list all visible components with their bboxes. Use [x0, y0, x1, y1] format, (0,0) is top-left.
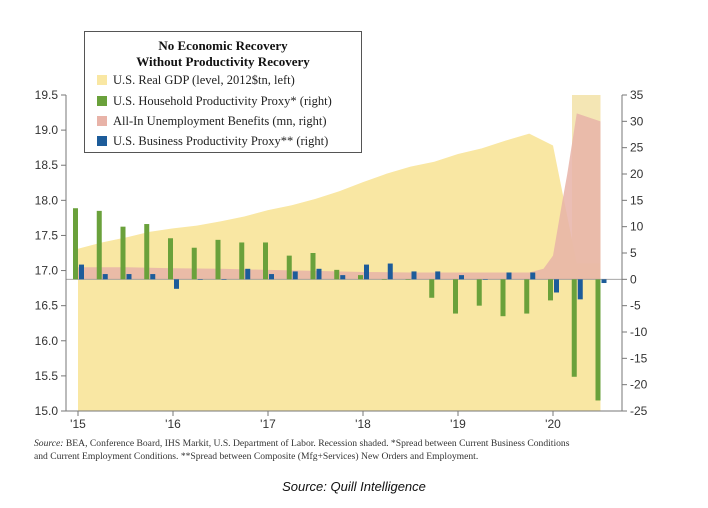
household-bar: [168, 238, 173, 280]
business-bar: [221, 279, 227, 280]
legend-swatch-household: [97, 96, 107, 106]
legend: No Economic Recovery Without Productivit…: [84, 31, 362, 153]
household-bar: [96, 210, 102, 280]
household-bar: [191, 247, 197, 280]
household-bar: [358, 275, 363, 280]
x-tick-label: '20: [545, 417, 561, 431]
x-tick-label: '16: [165, 417, 181, 431]
right-tick-label: 20: [630, 167, 644, 181]
household-bar: [548, 279, 553, 301]
left-tick-label: 18.0: [35, 193, 59, 207]
right-tick-label: 0: [630, 272, 637, 286]
right-tick-label: 15: [630, 193, 644, 207]
x-tick-label: '18: [355, 417, 371, 431]
left-tick-label: 17.0: [35, 264, 59, 278]
right-tick-label: -10: [630, 325, 648, 339]
right-tick-label: 5: [630, 246, 637, 260]
chart-title-line-1: No Economic Recovery: [158, 38, 288, 53]
business-bar: [197, 279, 203, 280]
unemployment-area: [78, 113, 601, 280]
business-bar: [174, 279, 179, 289]
household-bar: [381, 279, 387, 280]
household-bar: [215, 239, 221, 280]
legend-item-unemployment: All-In Unemployment Benefits (mn, right): [97, 112, 327, 130]
legend-swatch-unemployment: [97, 116, 107, 126]
right-tick-label: -5: [630, 299, 641, 313]
household-bar: [73, 208, 78, 280]
household-bar: [453, 279, 458, 314]
right-tick-label: 35: [630, 88, 644, 102]
legend-item-business: U.S. Business Productivity Proxy** (righ…: [97, 132, 328, 150]
legend-swatch-business: [97, 136, 107, 146]
household-bar: [571, 279, 577, 377]
household-bar: [263, 242, 268, 280]
left-tick-label: 19.0: [35, 123, 59, 137]
source-note-text-2: and Current Employment Conditions. **Spr…: [34, 451, 479, 462]
business-bar: [530, 272, 536, 280]
legend-label-household: U.S. Household Productivity Proxy* (righ…: [113, 93, 332, 108]
household-bar: [524, 279, 530, 314]
business-bar: [387, 263, 393, 280]
business-bar: [554, 279, 559, 293]
household-bar: [144, 224, 150, 280]
x-tick-label: '15: [70, 417, 86, 431]
business-bar: [150, 274, 156, 280]
household-bar: [595, 279, 601, 401]
source-note-label: Source:: [34, 438, 64, 449]
left-tick-label: 19.5: [35, 88, 59, 102]
household-bar: [239, 242, 245, 280]
right-tick-label: 10: [630, 220, 644, 234]
household-bar: [429, 279, 435, 298]
legend-label-unemployment: All-In Unemployment Benefits (mn, right): [113, 113, 327, 128]
business-bar: [102, 274, 108, 280]
left-tick-label: 15.5: [35, 369, 59, 383]
legend-label-gdp: U.S. Real GDP (level, 2012$tn, left): [113, 72, 295, 87]
business-bar: [269, 274, 274, 280]
household-bar: [334, 269, 340, 280]
legend-item-household: U.S. Household Productivity Proxy* (righ…: [97, 92, 332, 110]
source-note-text-1: BEA, Conference Board, IHS Markit, U.S. …: [65, 438, 570, 449]
household-bar: [500, 279, 506, 317]
business-bar: [482, 279, 488, 280]
x-tick-label: '17: [260, 417, 276, 431]
source-note: Source: BEA, Conference Board, IHS Marki…: [34, 437, 684, 463]
legend-label-business: U.S. Business Productivity Proxy** (righ…: [113, 133, 329, 148]
legend-swatch-gdp: [97, 75, 107, 85]
chart-title-line-2: Without Productivity Recovery: [136, 54, 310, 69]
business-bar: [506, 272, 512, 280]
left-tick-label: 16.5: [35, 299, 59, 313]
left-tick-label: 17.5: [35, 228, 59, 242]
business-bar: [601, 279, 607, 284]
household-bar: [286, 255, 292, 280]
left-tick-label: 15.0: [35, 404, 59, 418]
right-tick-label: -25: [630, 404, 648, 418]
right-tick-label: -15: [630, 351, 648, 365]
business-bar: [340, 275, 346, 280]
household-bar: [120, 226, 126, 280]
x-tick-label: '19: [450, 417, 466, 431]
business-bar: [245, 268, 251, 280]
left-tick-label: 18.5: [35, 158, 59, 172]
left-tick-label: 16.0: [35, 334, 59, 348]
business-bar: [411, 271, 417, 280]
household-bar: [310, 253, 316, 280]
household-bar: [405, 279, 411, 280]
business-bar: [577, 279, 583, 300]
business-bar: [316, 268, 322, 280]
business-bar: [435, 271, 441, 280]
bottom-source: Source: Quill Intelligence: [282, 479, 426, 494]
business-bar: [126, 274, 132, 280]
household-bar: [476, 279, 482, 306]
business-bar: [292, 271, 298, 280]
business-bar: [79, 264, 84, 280]
right-tick-label: 25: [630, 141, 644, 155]
right-tick-label: -20: [630, 378, 648, 392]
right-tick-label: 30: [630, 114, 644, 128]
business-bar: [364, 264, 369, 280]
legend-item-gdp: U.S. Real GDP (level, 2012$tn, left): [97, 71, 295, 89]
business-bar: [459, 275, 464, 280]
